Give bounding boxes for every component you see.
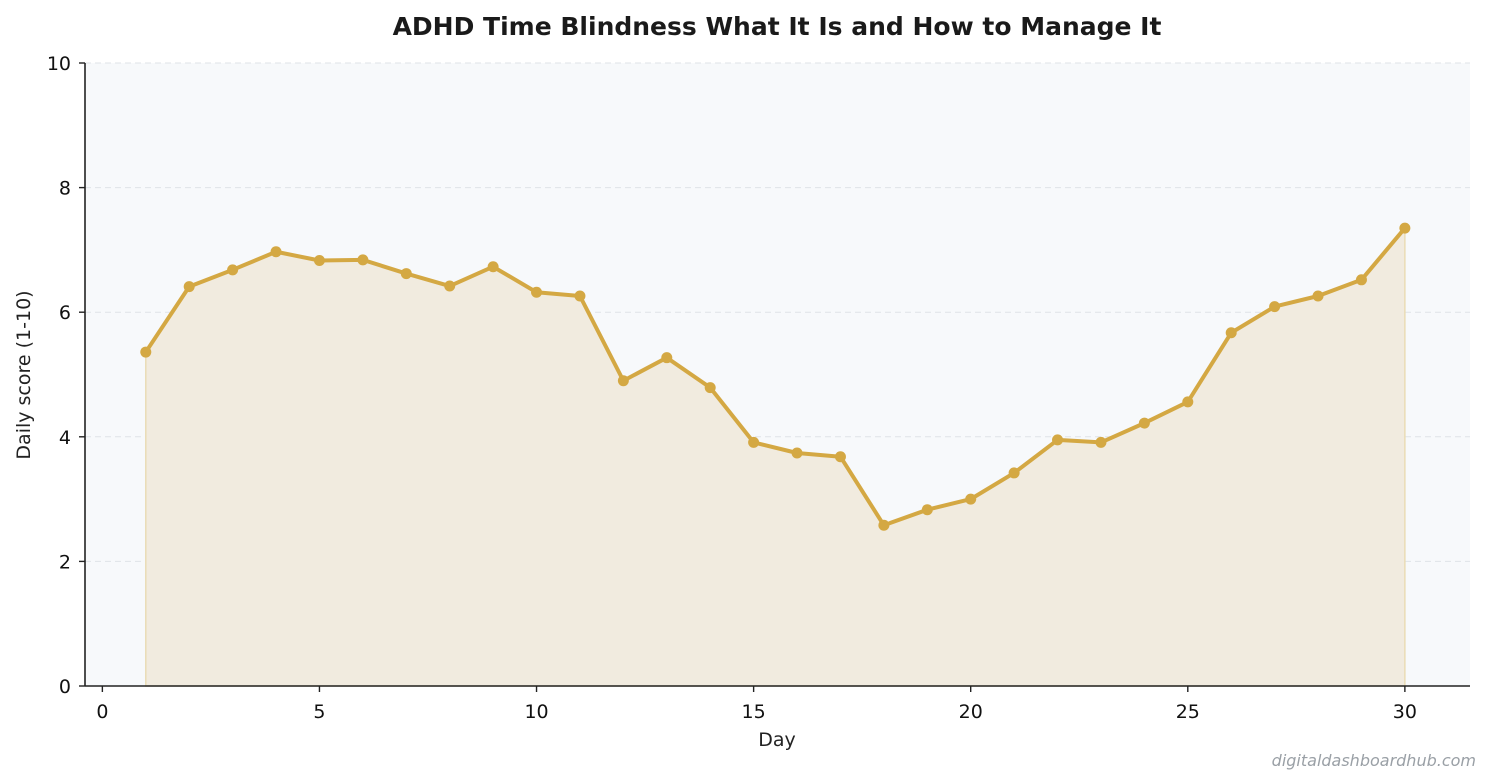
data-point-day-4 xyxy=(270,246,282,258)
data-point-day-16 xyxy=(791,447,803,459)
x-tick-label-25: 25 xyxy=(1176,701,1200,723)
x-ticks: 0 5 10 15 20 25 30 xyxy=(96,686,1417,723)
series-line xyxy=(143,226,1407,528)
x-tick-label-30: 30 xyxy=(1393,701,1417,723)
data-point-day-8 xyxy=(444,280,456,292)
data-point-day-21 xyxy=(1008,467,1020,479)
data-points xyxy=(140,222,1411,531)
y-tick-label-8: 8 xyxy=(59,178,71,200)
data-point-day-15 xyxy=(748,436,760,448)
data-point-day-28 xyxy=(1312,290,1324,302)
data-point-day-7 xyxy=(400,268,412,280)
x-tick-label-10: 10 xyxy=(524,701,548,723)
y-tick-label-10: 10 xyxy=(47,53,71,75)
data-point-day-17 xyxy=(834,451,846,463)
data-point-day-26 xyxy=(1225,327,1237,339)
data-point-day-14 xyxy=(704,382,716,394)
data-point-day-29 xyxy=(1355,274,1367,286)
x-tick-label-5: 5 xyxy=(313,701,325,723)
y-tick-label-4: 4 xyxy=(59,427,71,449)
data-point-day-23 xyxy=(1095,436,1107,448)
data-point-day-19 xyxy=(921,504,933,516)
data-point-day-12 xyxy=(617,375,629,387)
y-tick-label-6: 6 xyxy=(59,302,71,324)
y-ticks: 0 2 4 6 8 10 xyxy=(47,53,85,698)
watermark: digitaldashboardhub.com xyxy=(1272,751,1476,770)
x-tick-label-15: 15 xyxy=(742,701,766,723)
data-point-day-3 xyxy=(227,264,239,276)
y-tick-label-0: 0 xyxy=(59,676,71,698)
chart-title: ADHD Time Blindness What It Is and How t… xyxy=(393,12,1162,41)
y-tick-label-2: 2 xyxy=(59,551,71,573)
data-point-day-1 xyxy=(140,346,152,358)
data-point-day-30 xyxy=(1399,222,1411,234)
data-point-day-20 xyxy=(965,493,977,505)
x-tick-label-0: 0 xyxy=(96,701,108,723)
data-point-day-22 xyxy=(1052,434,1064,446)
x-axis-label: Day xyxy=(758,729,796,751)
axes xyxy=(84,63,1470,687)
data-point-day-2 xyxy=(183,281,195,293)
data-point-day-25 xyxy=(1182,396,1194,408)
x-tick-label-20: 20 xyxy=(959,701,983,723)
data-point-day-27 xyxy=(1269,301,1281,313)
data-point-day-6 xyxy=(357,254,369,266)
y-axis-label: Daily score (1-10) xyxy=(13,290,35,459)
data-point-day-11 xyxy=(574,290,586,302)
data-point-day-10 xyxy=(531,286,543,298)
data-point-day-5 xyxy=(313,254,325,266)
data-point-day-9 xyxy=(487,261,499,273)
data-point-day-13 xyxy=(661,352,673,364)
data-point-day-24 xyxy=(1138,417,1150,429)
data-point-day-18 xyxy=(878,519,890,531)
